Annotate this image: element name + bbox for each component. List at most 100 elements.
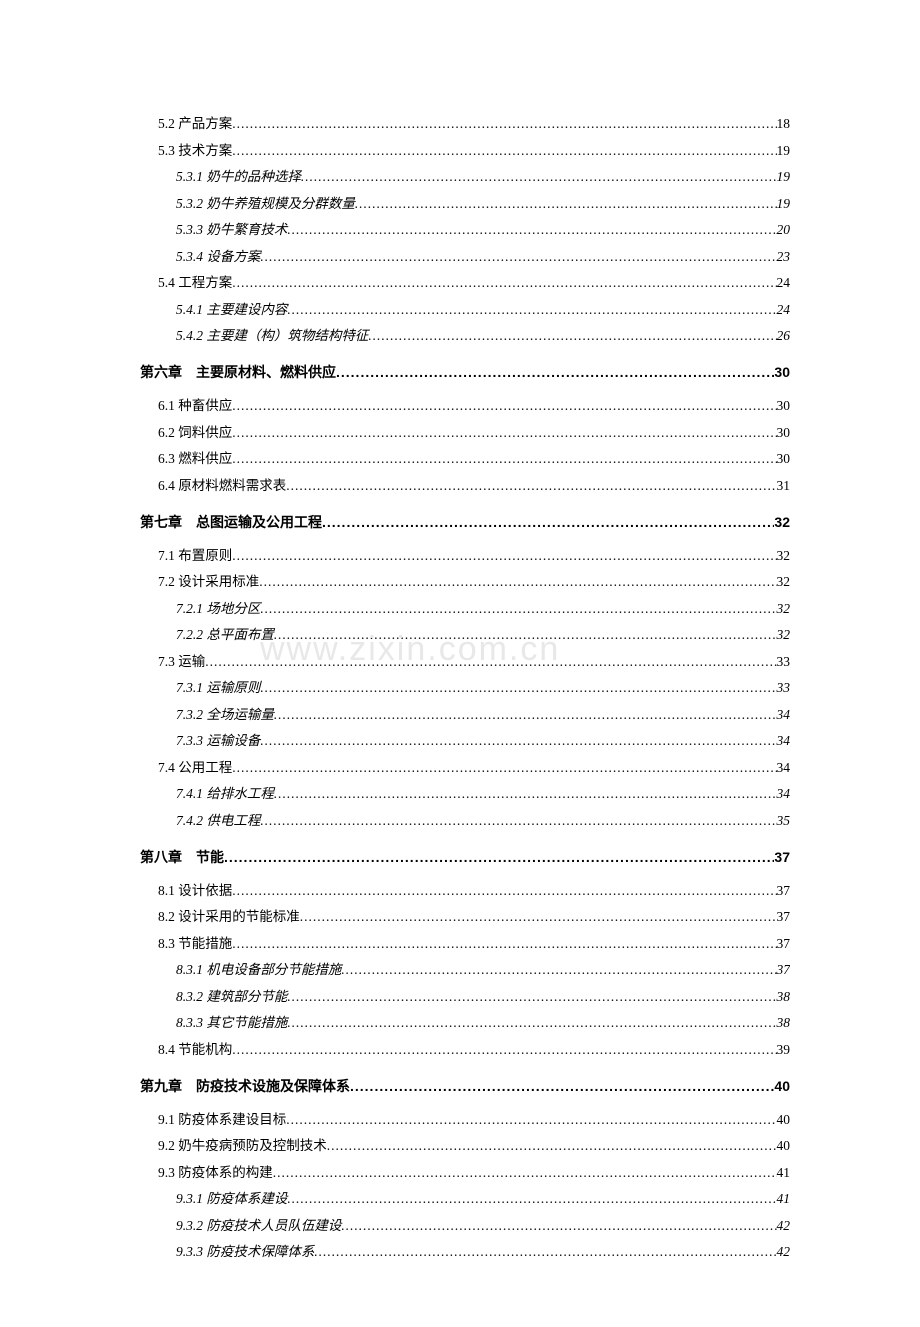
toc-label: 9.3 防疫体系的构建: [158, 1161, 273, 1181]
toc-leader-dots: [232, 548, 776, 564]
toc-entry: 5.4.2 主要建（构）筑物结构特征 26: [140, 324, 790, 344]
toc-page-number: 24: [777, 275, 791, 291]
toc-entry: 5.2 产品方案 18: [140, 112, 790, 132]
toc-page-number: 38: [777, 1015, 791, 1031]
toc-label: 5.2 产品方案: [158, 112, 232, 132]
toc-entry: 7.3.3 运输设备 34: [140, 729, 790, 749]
toc-label: 8.3.3 其它节能措施: [176, 1011, 287, 1031]
toc-entry: 第六章 主要原材料、燃料供应 30: [140, 362, 790, 382]
toc-leader-dots: [232, 936, 776, 952]
toc-page-number: 32: [777, 548, 791, 564]
toc-entry: 9.1 防疫体系建设目标 40: [140, 1108, 790, 1128]
toc-page-number: 37: [777, 909, 791, 925]
toc-page-number: 34: [777, 733, 791, 749]
toc-page-number: 40: [774, 1078, 790, 1094]
toc-label: 6.3 燃料供应: [158, 447, 232, 467]
toc-page-number: 37: [777, 883, 791, 899]
toc-leader-dots: [260, 813, 776, 829]
toc-entry: 6.2 饲料供应 30: [140, 421, 790, 441]
toc-leader-dots: [232, 451, 776, 467]
toc-label: 7.4.1 给排水工程: [176, 782, 274, 802]
toc-label: 8.3.1 机电设备部分节能措施: [176, 958, 341, 978]
toc-leader-dots: [205, 654, 776, 670]
toc-page-number: 34: [777, 786, 791, 802]
toc-leader-dots: [232, 883, 776, 899]
toc-entry: 7.2.1 场地分区 32: [140, 597, 790, 617]
toc-entry: 7.4 公用工程 34: [140, 756, 790, 776]
toc-leader-dots: [274, 707, 777, 723]
toc-leader-dots: [287, 1191, 776, 1207]
toc-entry: 6.4 原材料燃料需求表 31: [140, 474, 790, 494]
toc-label: 9.2 奶牛疫病预防及控制技术: [158, 1134, 327, 1154]
toc-page-number: 40: [777, 1112, 791, 1128]
toc-label: 8.3.2 建筑部分节能: [176, 985, 287, 1005]
toc-label: 9.3.1 防疫体系建设: [176, 1187, 287, 1207]
toc-entry: 7.2.2 总平面布置 32: [140, 623, 790, 643]
toc-leader-dots: [322, 514, 774, 530]
toc-leader-dots: [232, 425, 776, 441]
toc-page-number: 42: [777, 1218, 791, 1234]
toc-page-number: 33: [777, 654, 791, 670]
toc-entry: 7.1 布置原则 32: [140, 544, 790, 564]
toc-page: 5.2 产品方案 185.3 技术方案 195.3.1 奶牛的品种选择 195.…: [0, 0, 920, 1327]
toc-leader-dots: [273, 1165, 777, 1181]
toc-entry: 5.3.3 奶牛繁育技术 20: [140, 218, 790, 238]
toc-entry: 9.3 防疫体系的构建 41: [140, 1161, 790, 1181]
toc-label: 5.3.1 奶牛的品种选择: [176, 165, 301, 185]
toc-label: 第八章 节能: [140, 847, 224, 867]
toc-page-number: 35: [777, 813, 791, 829]
toc-leader-dots: [301, 169, 777, 185]
toc-leader-dots: [287, 1015, 776, 1031]
toc-leader-dots: [274, 627, 777, 643]
toc-entry: 5.3.2 奶牛养殖规模及分群数量 19: [140, 192, 790, 212]
toc-leader-dots: [368, 328, 776, 344]
toc-entry: 9.3.1 防疫体系建设 41: [140, 1187, 790, 1207]
toc-label: 5.3 技术方案: [158, 139, 232, 159]
toc-page-number: 41: [777, 1165, 791, 1181]
toc-page-number: 39: [777, 1042, 791, 1058]
toc-leader-dots: [260, 601, 776, 617]
toc-label: 7.3.3 运输设备: [176, 729, 260, 749]
toc-page-number: 18: [777, 116, 791, 132]
toc-leader-dots: [336, 364, 774, 380]
toc-page-number: 37: [777, 962, 791, 978]
toc-label: 9.3.3 防疫技术保障体系: [176, 1240, 314, 1260]
toc-label: 8.3 节能措施: [158, 932, 232, 952]
toc-leader-dots: [260, 733, 776, 749]
toc-page-number: 19: [777, 143, 791, 159]
toc-entry: 第九章 防疫技术设施及保障体系 40: [140, 1076, 790, 1096]
toc-leader-dots: [300, 909, 777, 925]
toc-page-number: 19: [777, 196, 791, 212]
toc-label: 9.1 防疫体系建设目标: [158, 1108, 286, 1128]
toc-page-number: 32: [774, 514, 790, 530]
toc-label: 6.4 原材料燃料需求表: [158, 474, 286, 494]
toc-entry: 7.4.1 给排水工程 34: [140, 782, 790, 802]
toc-label: 8.1 设计依据: [158, 879, 232, 899]
toc-label: 8.4 节能机构: [158, 1038, 232, 1058]
toc-label: 5.3.3 奶牛繁育技术: [176, 218, 287, 238]
toc-entry: 5.4 工程方案 24: [140, 271, 790, 291]
toc-entry: 5.3.4 设备方案 23: [140, 245, 790, 265]
toc-entry: 9.3.3 防疫技术保障体系 42: [140, 1240, 790, 1260]
toc-leader-dots: [232, 1042, 776, 1058]
toc-page-number: 32: [777, 574, 791, 590]
toc-page-number: 24: [777, 302, 791, 318]
toc-leader-dots: [287, 302, 776, 318]
toc-label: 第九章 防疫技术设施及保障体系: [140, 1076, 350, 1096]
toc-entry: 7.2 设计采用标准 32: [140, 570, 790, 590]
toc-label: 7.4 公用工程: [158, 756, 232, 776]
toc-page-number: 19: [777, 169, 791, 185]
toc-leader-dots: [350, 1078, 774, 1094]
toc-page-number: 23: [777, 249, 791, 265]
toc-page-number: 40: [777, 1138, 791, 1154]
toc-leader-dots: [327, 1138, 777, 1154]
toc-label: 7.2.2 总平面布置: [176, 623, 274, 643]
toc-entry: 5.3.1 奶牛的品种选择 19: [140, 165, 790, 185]
toc-leader-dots: [287, 989, 776, 1005]
toc-leader-dots: [232, 116, 776, 132]
toc-page-number: 32: [777, 601, 791, 617]
toc-page-number: 26: [777, 328, 791, 344]
toc-entry: 第七章 总图运输及公用工程 32: [140, 512, 790, 532]
toc-page-number: 30: [774, 364, 790, 380]
toc-entry: 8.3.3 其它节能措施 38: [140, 1011, 790, 1031]
